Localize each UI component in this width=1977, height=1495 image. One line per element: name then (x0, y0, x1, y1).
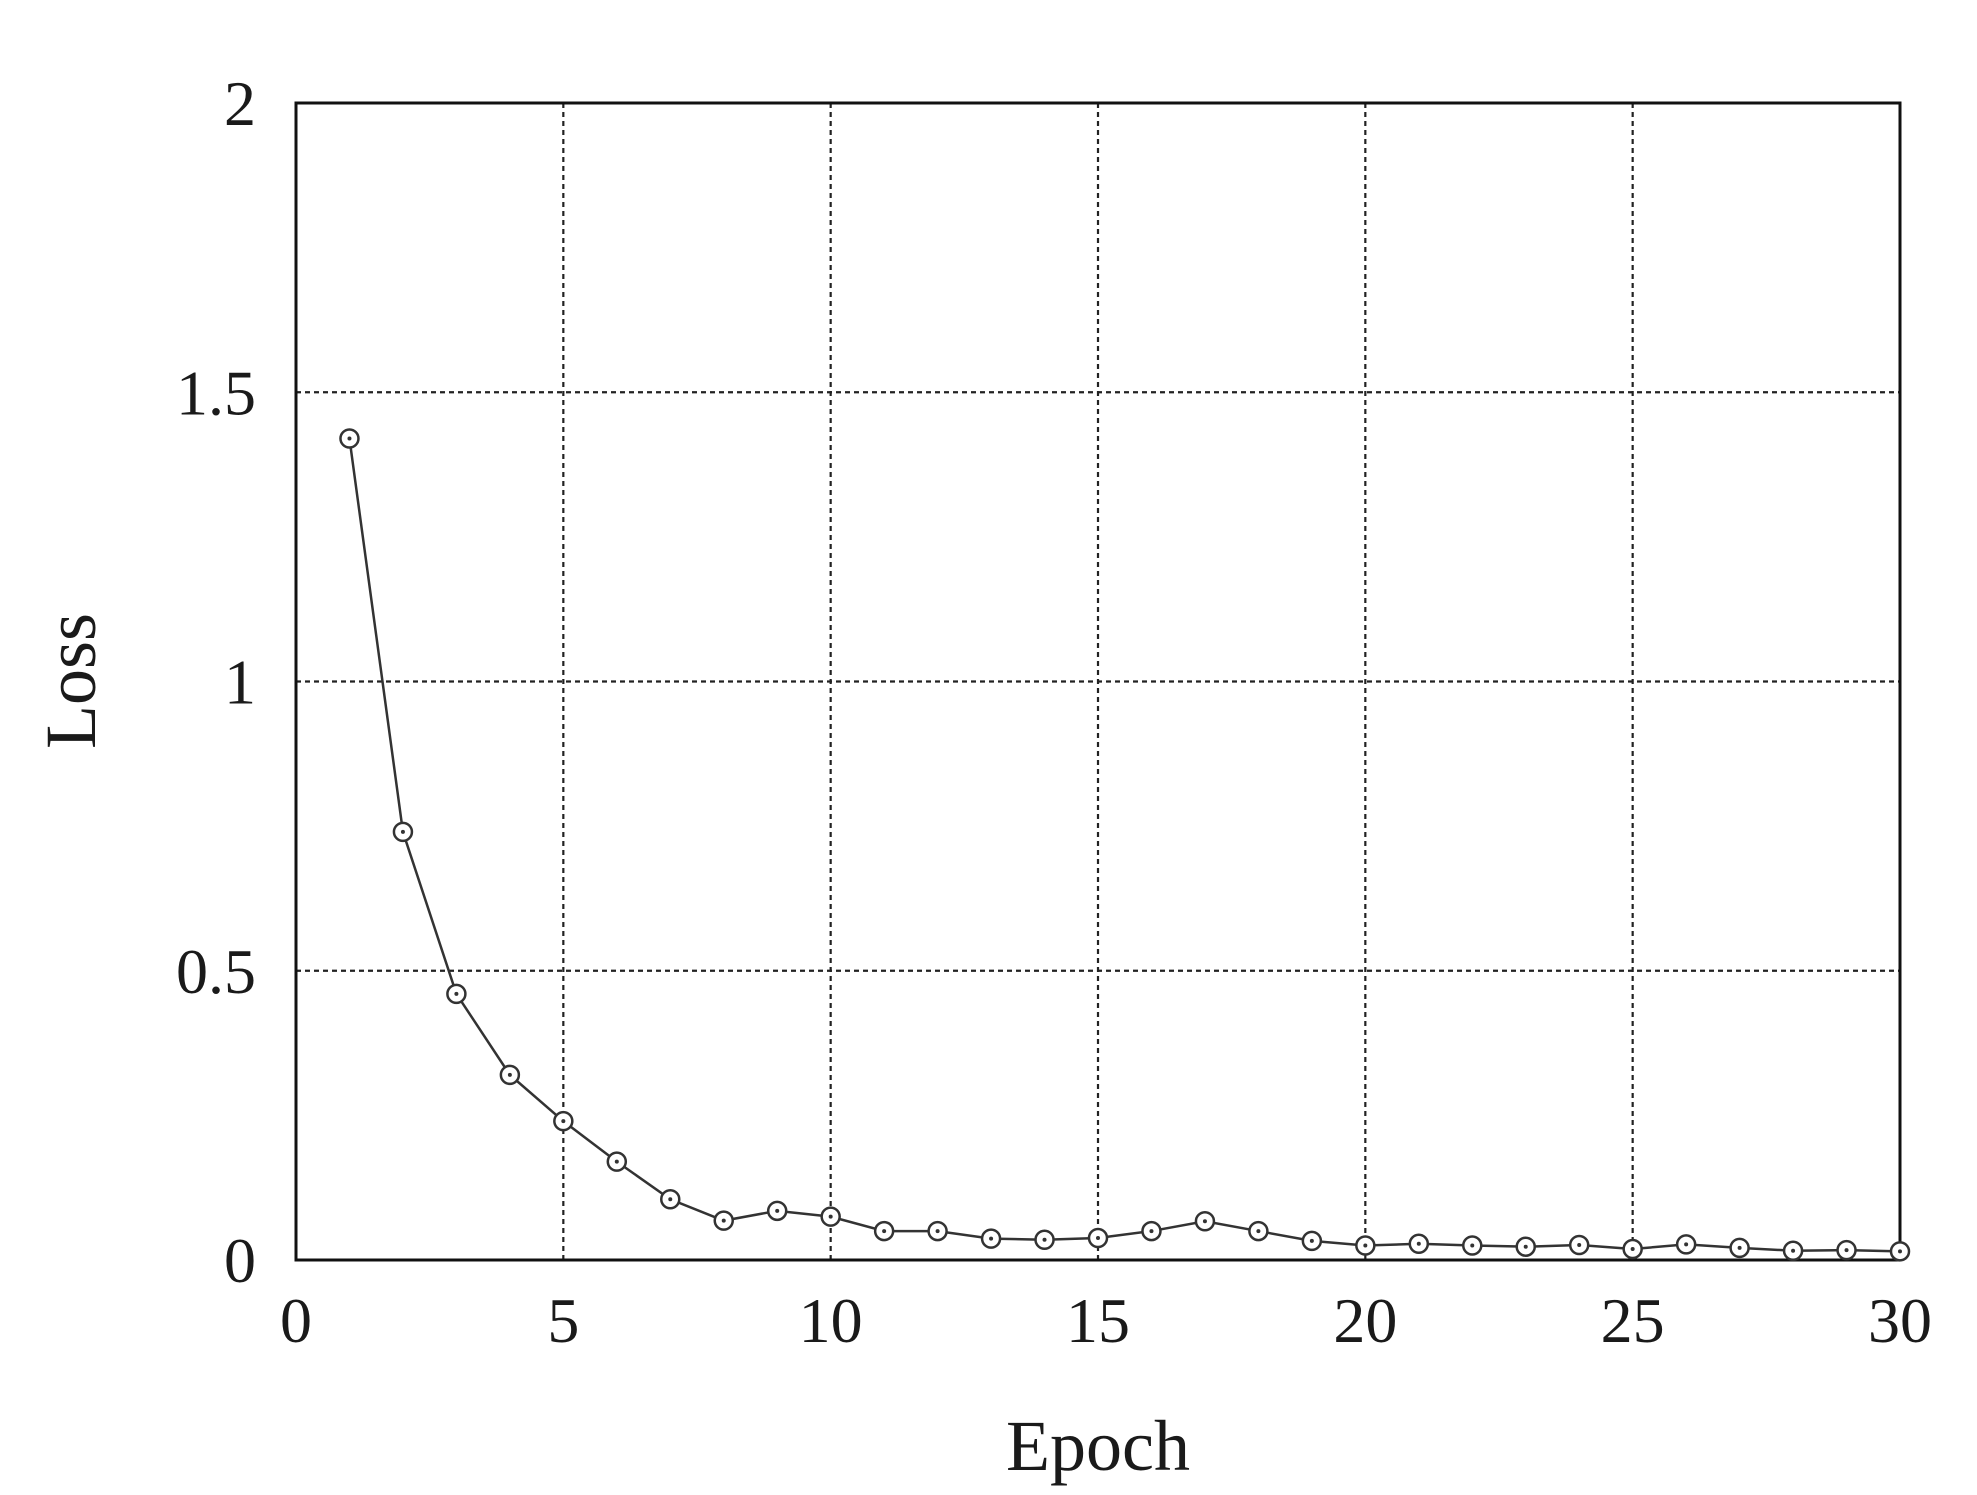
data-point-center (1149, 1229, 1154, 1234)
data-point (1034, 1229, 1055, 1251)
data-point-center (1523, 1244, 1528, 1249)
data-point-center (507, 1072, 512, 1077)
y-tick-label: 0.5 (176, 936, 256, 1007)
data-point (446, 983, 467, 1005)
data-point-center (935, 1229, 940, 1234)
data-point (1408, 1233, 1430, 1255)
plot-frame (294, 101, 1902, 1262)
data-point (820, 1206, 841, 1227)
x-tick-label: 0 (280, 1285, 312, 1356)
data-point-center (1096, 1236, 1100, 1241)
data-point-center (1202, 1219, 1207, 1224)
data-point-center (1470, 1243, 1475, 1248)
data-point (980, 1228, 1002, 1249)
data-point (660, 1189, 681, 1210)
data-point (499, 1064, 521, 1086)
x-tick-label: 30 (1868, 1285, 1932, 1356)
x-tick-labels: 0 5 10 15 20 25 30 (280, 1285, 1932, 1356)
y-tick-label: 0 (224, 1225, 256, 1296)
data-point-center (668, 1197, 673, 1202)
data-point-center (882, 1229, 887, 1234)
data-point (713, 1210, 734, 1231)
y-tick-label: 2 (224, 68, 256, 139)
data-point-center (989, 1236, 994, 1241)
x-tick-label: 25 (1601, 1285, 1665, 1356)
data-point-center (1416, 1241, 1421, 1246)
data-point (1515, 1236, 1536, 1257)
data-point-center (1844, 1248, 1849, 1253)
series-line (348, 438, 1901, 1253)
data-point-center (347, 436, 352, 441)
data-point (1889, 1241, 1911, 1262)
data-point-center (1791, 1248, 1796, 1253)
data-point (873, 1220, 895, 1242)
y-tick-label: 1.5 (176, 357, 256, 428)
y-tick-label: 1 (224, 647, 256, 718)
data-point (1087, 1227, 1109, 1249)
data-point-center (1042, 1237, 1047, 1242)
data-point (1836, 1239, 1857, 1261)
y-tick-labels: 0 0.5 1 1.5 2 (176, 68, 256, 1296)
data-point (1729, 1237, 1750, 1259)
data-point (1355, 1235, 1376, 1256)
x-tick-label: 5 (547, 1285, 579, 1356)
x-tick-label: 20 (1333, 1285, 1397, 1356)
data-point-center (1256, 1229, 1261, 1234)
data-point (1141, 1220, 1162, 1242)
data-point (1462, 1235, 1483, 1256)
data-point-center (1309, 1238, 1314, 1243)
data-point-center (1630, 1247, 1635, 1252)
x-axis-label: Epoch (1006, 1406, 1190, 1486)
data-point-center (454, 991, 459, 996)
x-tick-label: 15 (1066, 1285, 1130, 1356)
grid-layer (296, 103, 1900, 1260)
data-point (553, 1110, 574, 1132)
data-point-center (614, 1159, 619, 1164)
data-point (1301, 1230, 1323, 1252)
data-point (1782, 1240, 1804, 1261)
data-point-center (1898, 1249, 1902, 1254)
data-point (1622, 1238, 1643, 1260)
data-point-center (400, 829, 405, 834)
data-point (1194, 1210, 1216, 1232)
data-point-center (1577, 1242, 1582, 1247)
data-point (1675, 1234, 1697, 1255)
data-point (1248, 1220, 1269, 1242)
data-point (927, 1220, 948, 1242)
data-point-center (721, 1218, 726, 1223)
data-point (606, 1151, 628, 1172)
data-point-center (775, 1208, 780, 1213)
data-point-center (561, 1119, 566, 1124)
data-point-center (1684, 1242, 1689, 1247)
data-point-center (1363, 1243, 1368, 1248)
y-axis-label: Loss (31, 613, 111, 749)
x-tick-label: 10 (799, 1285, 863, 1356)
data-point (392, 821, 414, 843)
data-point (1568, 1234, 1590, 1256)
series-layer (339, 428, 1911, 1262)
data-point-center (828, 1214, 833, 1219)
data-point (766, 1200, 788, 1222)
data-point-center (1737, 1245, 1742, 1250)
data-point (339, 428, 360, 449)
